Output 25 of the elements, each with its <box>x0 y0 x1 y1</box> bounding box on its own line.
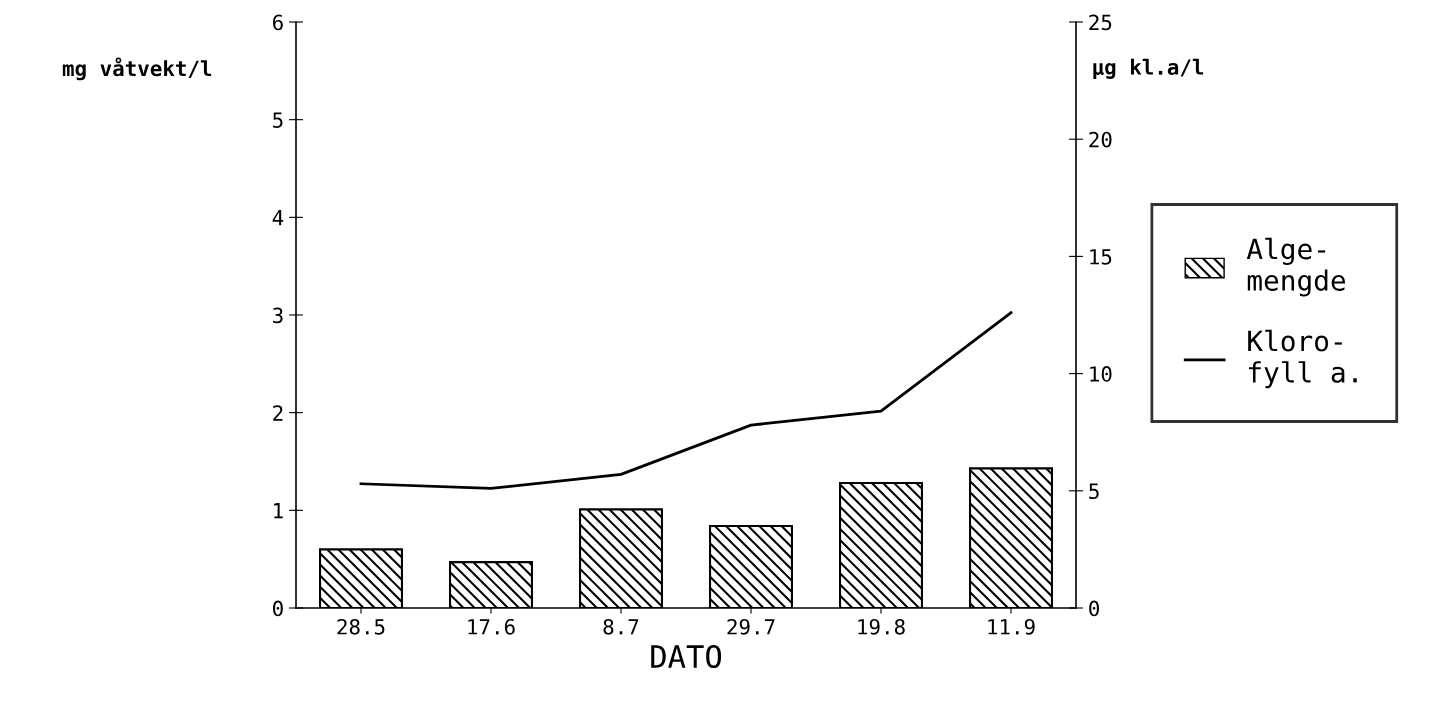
y2-axis-title: µg kl.a/l <box>1093 58 1204 79</box>
y-tick-label: 2 <box>273 405 283 421</box>
legend-label: Kloro- fyll a. <box>1248 329 1357 389</box>
x-tick-label: 11.9 <box>988 618 1035 635</box>
y2-tick-label: 25 <box>1089 14 1112 31</box>
y-axis-title: mg våtvekt/l <box>62 57 212 81</box>
y2-tick-label: 5 <box>1089 483 1099 500</box>
legend-label: Alge- mengde <box>1246 237 1346 297</box>
line-series <box>359 311 1013 490</box>
y-tick-label: 5 <box>273 112 283 128</box>
y2-tick-label: 20 <box>1089 131 1112 148</box>
y-tick-label: 1 <box>274 503 283 519</box>
y2-tick-label: 15 <box>1090 249 1112 265</box>
x-tick-label: 28.5 <box>337 618 385 635</box>
y2-tick-label: 10 <box>1090 366 1112 382</box>
y-tick-label: 4 <box>272 210 284 226</box>
y-tick-label: 6 <box>273 14 283 31</box>
x-tick-label: 8.7 <box>603 618 639 635</box>
x-tick-label: 17.6 <box>468 618 515 635</box>
y-tick-label: 3 <box>273 307 283 324</box>
y2-tick-label: 0 <box>1089 600 1099 617</box>
y-tick-label: 0 <box>273 600 283 617</box>
x-tick-label: 29.7 <box>727 618 775 635</box>
x-tick-label: 19.8 <box>858 618 905 635</box>
x-axis-title: DATO <box>651 644 722 669</box>
